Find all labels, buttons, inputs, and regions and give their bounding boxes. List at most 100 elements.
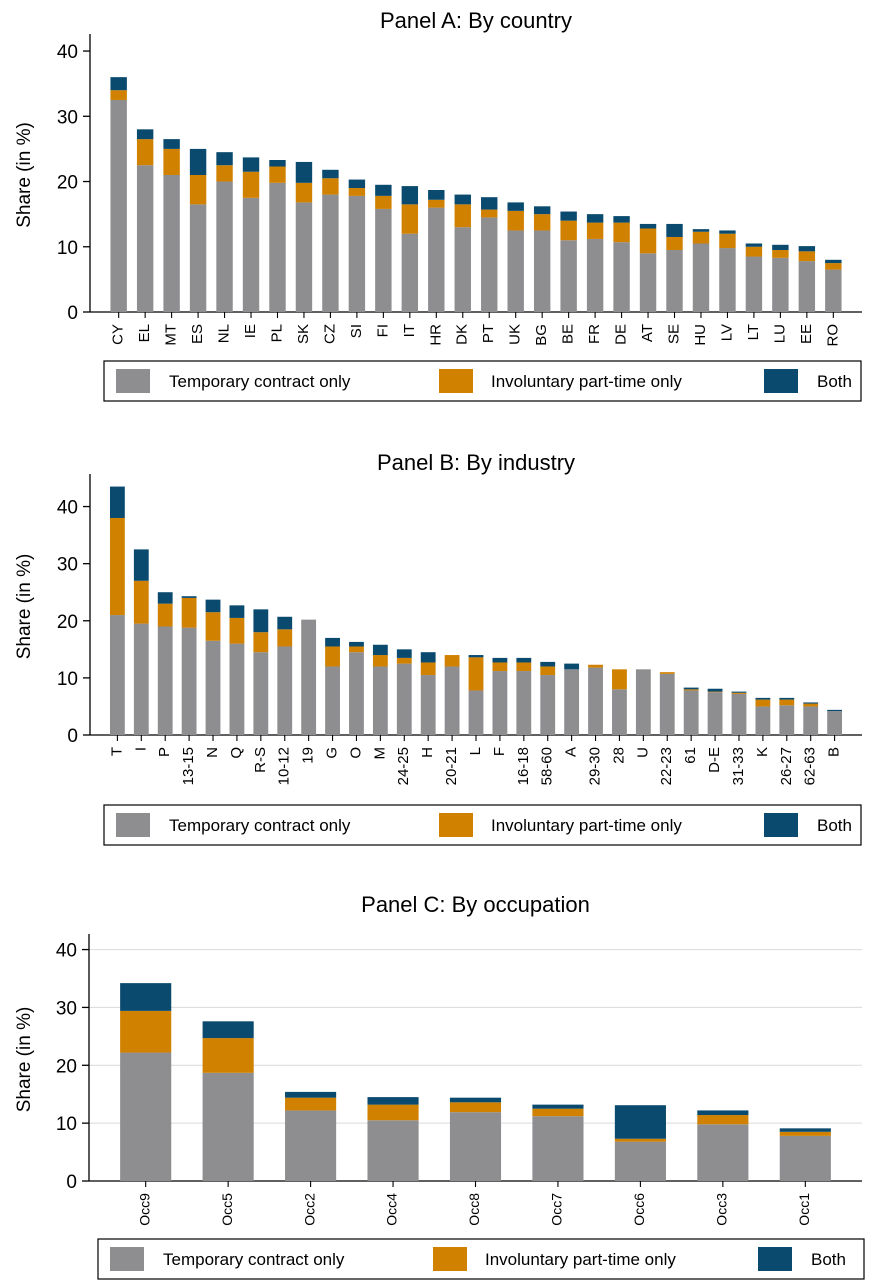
bar-involuntary-62-63 (803, 703, 819, 707)
bar-involuntary-26-27 (779, 699, 795, 706)
bar-temporary-13-15 (181, 627, 197, 735)
bar-temporary-MT (163, 175, 180, 312)
x-tick-label: M (371, 747, 388, 760)
bar-both-DE (613, 216, 630, 223)
x-tick-label: Occ1 (796, 1193, 812, 1226)
y-tick-label: 10 (57, 669, 78, 690)
bar-involuntary-UK (507, 210, 524, 231)
bar-both-HR (428, 190, 445, 200)
x-tick-label: CZ (321, 324, 338, 344)
bar-involuntary-Occ4 (367, 1104, 419, 1121)
bar-involuntary-CY (110, 90, 127, 100)
bar-involuntary-DE (613, 222, 630, 243)
x-tick-label: EE (798, 324, 815, 344)
bar-temporary-26-27 (779, 705, 795, 735)
bar-temporary-T (109, 615, 125, 735)
bar-both-Occ5 (202, 1021, 254, 1039)
x-tick-label: BE (560, 324, 577, 344)
bar-temporary-BG (533, 230, 551, 312)
bar-both-Occ9 (120, 983, 172, 1011)
bar-involuntary-H (420, 662, 436, 676)
bar-involuntary-Occ1 (779, 1131, 831, 1136)
x-tick-label: 10-12 (276, 747, 293, 785)
legend-swatch (764, 813, 798, 837)
bar-temporary-FR (586, 238, 604, 312)
bar-both-L (468, 655, 484, 658)
bar-involuntary-Occ8 (449, 1102, 502, 1113)
bar-both-31-33 (731, 691, 747, 693)
bar-both-16-18 (516, 657, 532, 663)
bar-temporary-NL (216, 181, 233, 312)
bar-involuntary-Q (229, 617, 245, 644)
bar-involuntary-HU (692, 231, 710, 244)
bar-involuntary-Occ5 (202, 1038, 254, 1073)
bar-both-K (755, 697, 771, 700)
x-tick-label: EL (136, 324, 153, 342)
x-tick-label: BG (533, 324, 550, 346)
bar-temporary-AT (639, 253, 657, 312)
bar-involuntary-FR (586, 222, 604, 239)
bar-temporary-M (372, 666, 388, 735)
y-tick-label: 20 (57, 612, 78, 633)
panel-b: Panel B: By industry Share (in %) 0 10 20 30 4… (0, 440, 877, 852)
x-tick-label: NL (216, 324, 233, 343)
bar-both-CZ (322, 169, 339, 179)
bar-involuntary-P (157, 603, 173, 627)
bar-temporary-62-63 (803, 706, 819, 735)
legend-swatch (758, 1247, 792, 1271)
bar-involuntary-T (109, 517, 125, 616)
bar-involuntary-DK (454, 204, 471, 228)
x-tick-label: LT (745, 324, 762, 340)
legend-box (103, 360, 862, 402)
chart-title: Panel C: By occupation (361, 892, 590, 917)
bar-temporary-A (564, 669, 580, 735)
legend-label: Both (811, 1250, 846, 1269)
panel-a: Panel A: By country Share (in %) 0 10 20 30 40… (0, 0, 877, 412)
bar-involuntary-I (133, 580, 149, 624)
bar-temporary-19 (301, 619, 317, 735)
bar-both-Occ6 (614, 1105, 666, 1139)
bar-temporary-Occ6 (614, 1141, 666, 1181)
bar-involuntary-EL (136, 139, 154, 166)
bar-temporary-Occ2 (285, 1110, 337, 1181)
bar-involuntary-PL (269, 166, 286, 183)
bar-both-LV (719, 230, 736, 234)
bar-involuntary-NL (216, 165, 233, 182)
legend-label: Involuntary part-time only (491, 372, 682, 391)
bar-temporary-R-S (253, 652, 269, 735)
bar-temporary-P (157, 626, 173, 735)
bar-involuntary-IE (242, 171, 260, 198)
bar-both-Occ2 (285, 1091, 337, 1098)
bar-involuntary-MT (163, 148, 180, 175)
bar-temporary-F (492, 671, 508, 735)
bar-involuntary-EE (798, 251, 816, 262)
bar-involuntary-Occ3 (697, 1115, 749, 1125)
bar-temporary-EE (798, 261, 816, 312)
bar-both-NL (216, 152, 233, 166)
bar-temporary-FI (375, 208, 392, 312)
y-tick-label: 20 (56, 1056, 77, 1077)
bar-both-LU (772, 244, 789, 251)
bar-both-RO (825, 259, 842, 264)
bar-temporary-Occ7 (532, 1116, 584, 1181)
bar-both-M (372, 644, 388, 656)
bar-both-A (564, 663, 580, 670)
bar-temporary-ES (189, 204, 207, 312)
x-tick-label: CY (110, 324, 127, 345)
bar-involuntary-M (372, 655, 388, 667)
x-tick-label: Occ7 (549, 1193, 565, 1226)
bar-temporary-Occ3 (697, 1124, 749, 1181)
y-tick-label: 0 (66, 1172, 77, 1193)
bar-temporary-D-E (707, 692, 723, 735)
bar-temporary-58-60 (540, 675, 556, 735)
bar-temporary-B (827, 711, 843, 735)
bar-temporary-SE (666, 250, 683, 312)
x-tick-label: G (324, 747, 341, 759)
bar-involuntary-SI (348, 188, 366, 196)
bar-both-SI (348, 179, 366, 189)
x-tick-label: Occ8 (466, 1193, 482, 1226)
chart-panel-a: Panel A: By country Share (in %) 0 10 20 30 40… (14, 8, 862, 402)
bar-temporary-SK (295, 202, 313, 312)
bar-temporary-G (325, 666, 340, 735)
x-tick-label: H (419, 747, 436, 758)
